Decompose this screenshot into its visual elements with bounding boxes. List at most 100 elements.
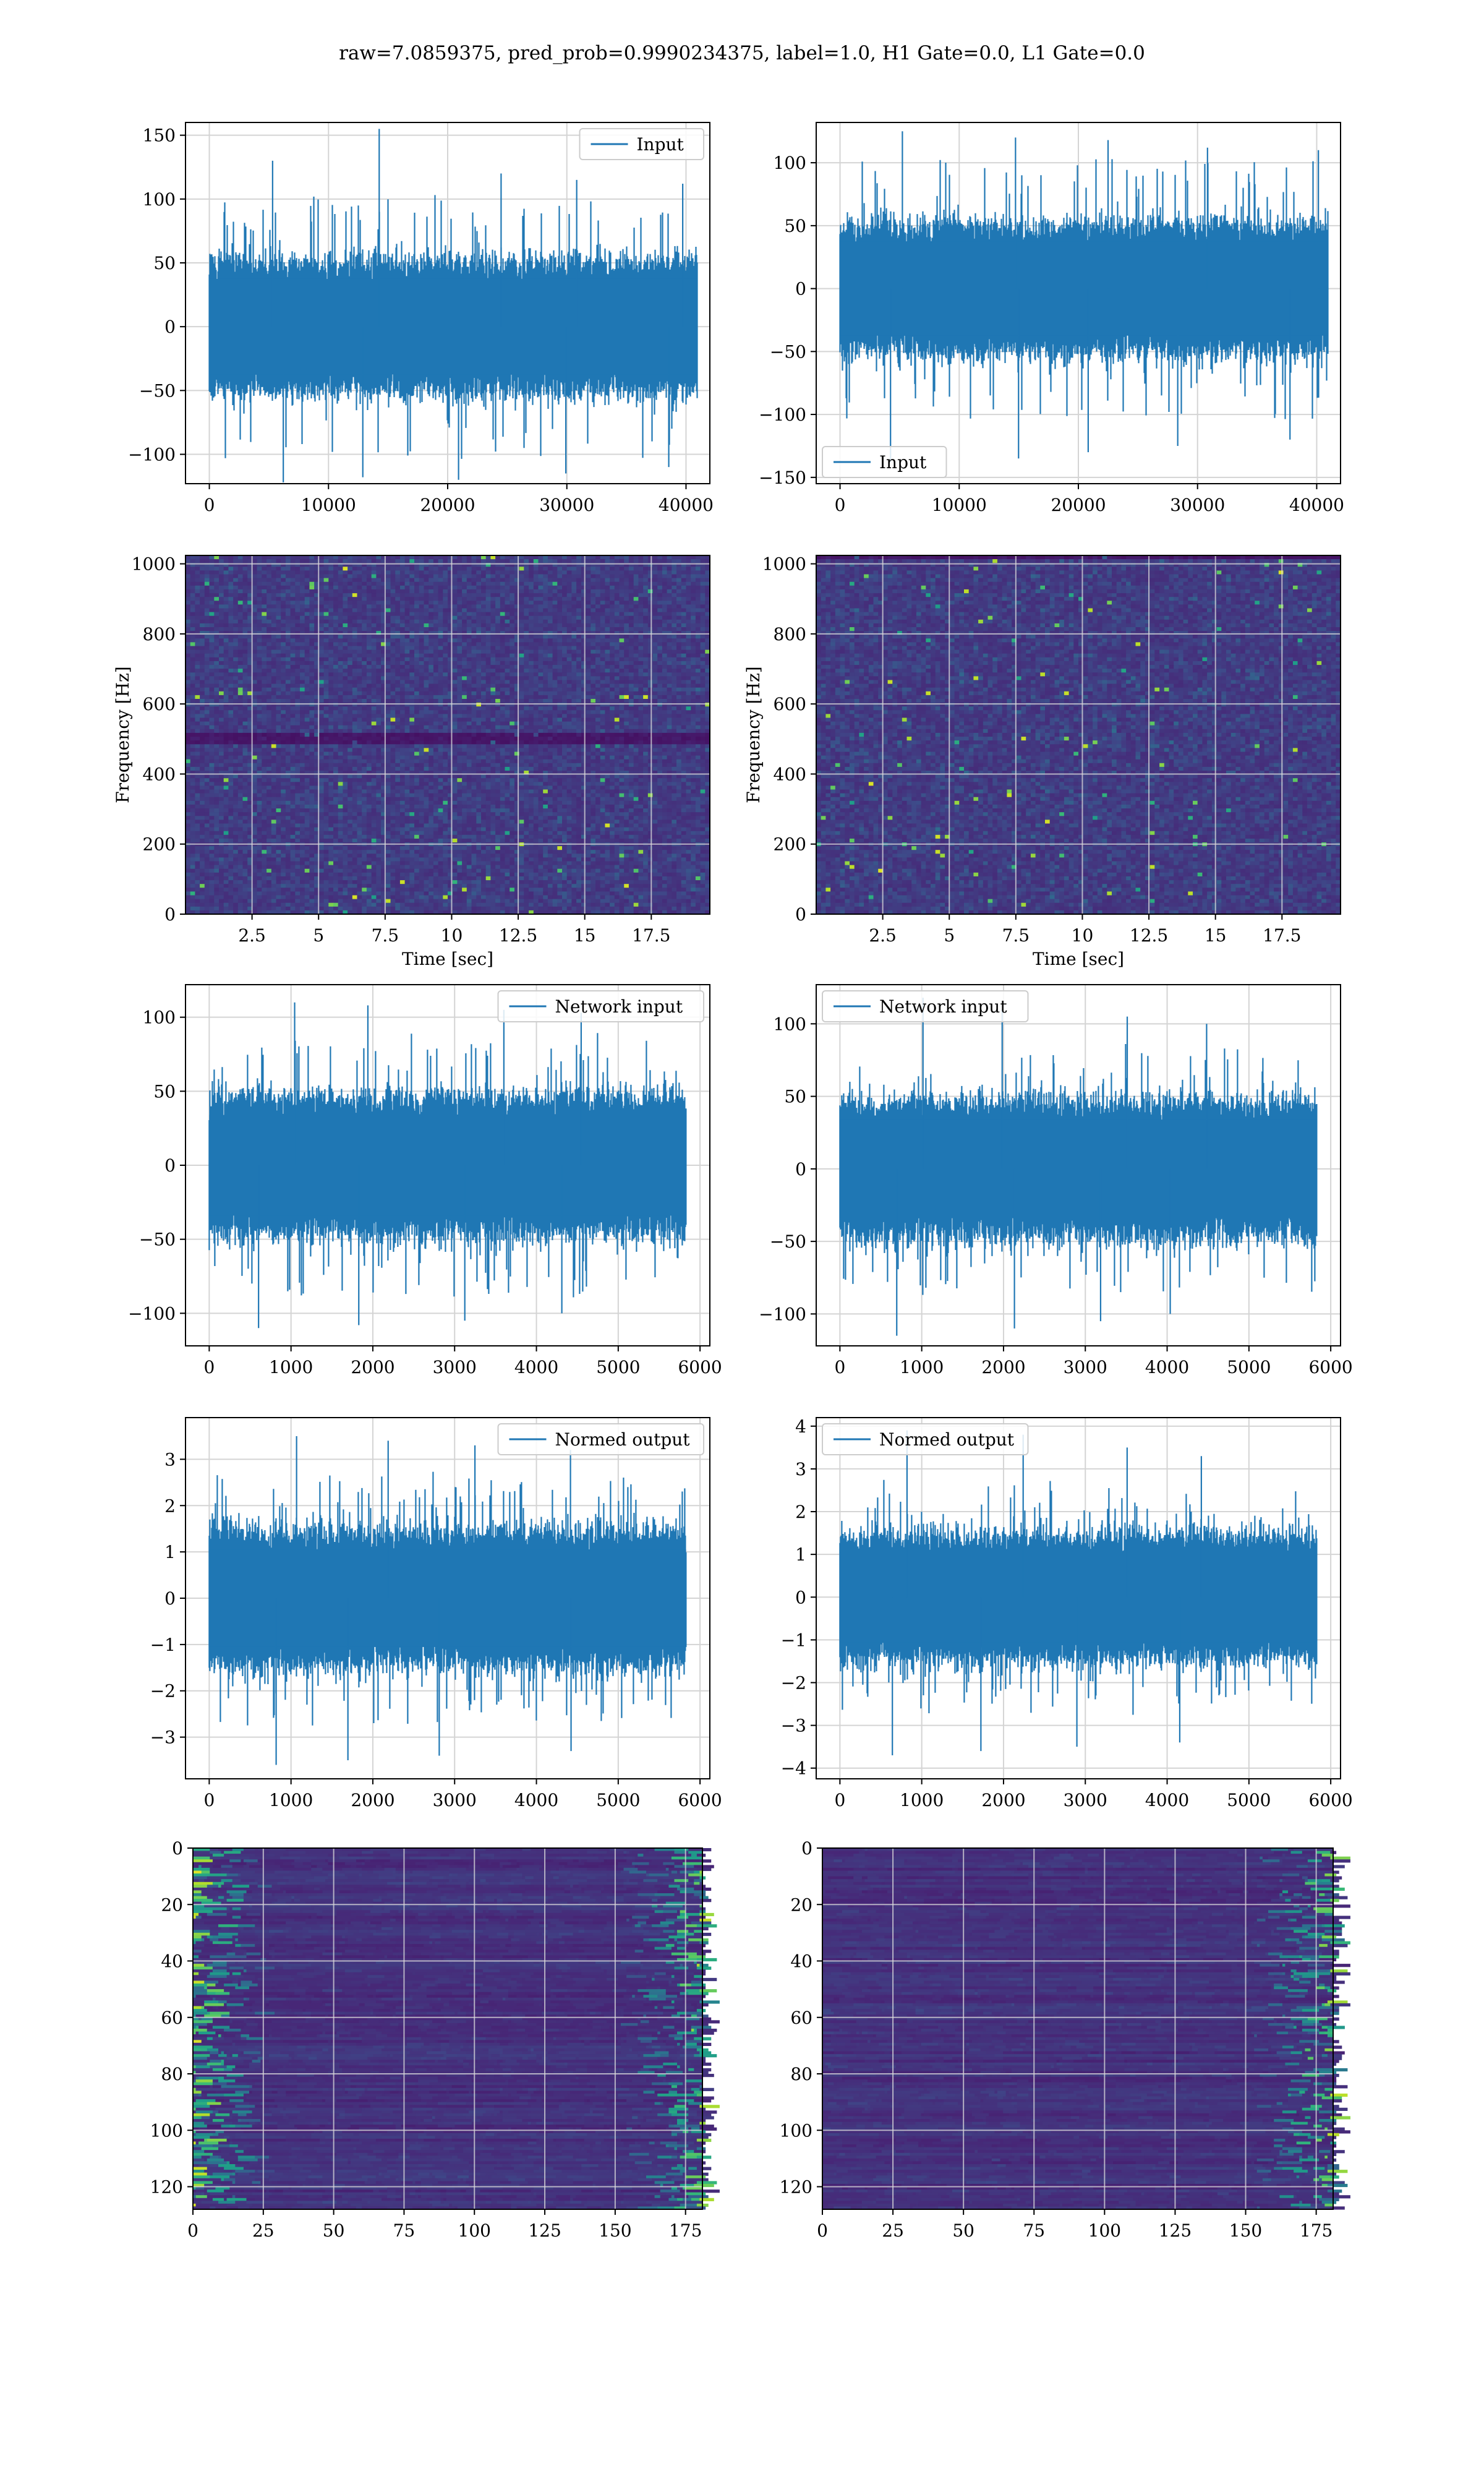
- heatmap-cell: [433, 578, 438, 583]
- series-core-band: [210, 279, 697, 374]
- heatmap-cell: [291, 570, 296, 575]
- heatmap-cell: [557, 575, 562, 579]
- heatmap-cell: [357, 586, 362, 590]
- heatmap-cell: [414, 582, 419, 586]
- heatmap-cell: [362, 578, 367, 583]
- heatmap-cell: [591, 559, 595, 563]
- heatmap-cell: [548, 575, 553, 579]
- heatmap-cell: [548, 555, 553, 560]
- heatmap-cell: [510, 578, 514, 583]
- heatmap-cell: [495, 575, 500, 579]
- heatmap-cell: [472, 567, 477, 571]
- heatmap-cell: [581, 575, 586, 579]
- heatmap-cell: [395, 586, 400, 590]
- heatmap-cell: [462, 578, 467, 583]
- heatmap-cell: [395, 582, 400, 586]
- heatmap-cell: [267, 570, 271, 575]
- heatmap-cell: [305, 575, 310, 579]
- heatmap-cell: [186, 559, 190, 563]
- heatmap-cell: [367, 559, 372, 563]
- heatmap-cell: [414, 555, 419, 560]
- heatmap-cell: [457, 559, 462, 563]
- heatmap-cell: [295, 575, 300, 579]
- heatmap-cell: [324, 567, 329, 571]
- heatmap-cell: [357, 567, 362, 571]
- heatmap-cell: [643, 559, 648, 563]
- heatmap-cell: [567, 575, 572, 579]
- heatmap-cell: [343, 570, 348, 575]
- heatmap-cell: [224, 575, 229, 579]
- heatmap-cell: [376, 555, 381, 560]
- heatmap-cell: [615, 582, 620, 586]
- heatmap-cell: [672, 586, 676, 590]
- heatmap-cell: [438, 582, 443, 586]
- heatmap-cell: [519, 582, 524, 586]
- heatmap-cell: [610, 555, 615, 560]
- heatmap-cell: [391, 570, 396, 575]
- heatmap-cell: [548, 582, 553, 586]
- heatmap-cell: [319, 570, 324, 575]
- heatmap-cell: [476, 559, 481, 563]
- heatmap-cell: [391, 555, 396, 560]
- heatmap-cell: [696, 586, 701, 590]
- heatmap-cell: [271, 586, 276, 590]
- heatmap-cell: [510, 570, 514, 575]
- heatmap-cell: [409, 567, 414, 571]
- y-tick-label: −150: [759, 468, 806, 488]
- heatmap-cell: [567, 582, 572, 586]
- heatmap-cell: [190, 567, 195, 571]
- heatmap-cell: [276, 555, 281, 560]
- heatmap-cell: [620, 578, 625, 583]
- heatmap-cell: [676, 559, 681, 563]
- heatmap-cell: [309, 555, 314, 560]
- heatmap-cell: [438, 559, 443, 563]
- heatmap-cell: [419, 555, 424, 560]
- heatmap-cell: [610, 567, 615, 571]
- heatmap-cell: [490, 555, 495, 560]
- heatmap-cell: [600, 559, 605, 563]
- heatmap-cell: [648, 559, 653, 563]
- heatmap-cell: [210, 575, 215, 579]
- heatmap-cell: [433, 582, 438, 586]
- heatmap-cell: [624, 582, 629, 586]
- heatmap-cell: [643, 586, 648, 590]
- heatmap-cell: [586, 578, 591, 583]
- heatmap-cell: [548, 559, 553, 563]
- heatmap-cell: [662, 555, 667, 560]
- heatmap-cell: [524, 570, 529, 575]
- heatmap-cell: [701, 586, 706, 590]
- heatmap-cell: [610, 559, 615, 563]
- heatmap-cell: [376, 582, 381, 586]
- heatmap-cell: [291, 559, 296, 563]
- heatmap-cell: [190, 555, 195, 560]
- heatmap-cell: [505, 575, 510, 579]
- heatmap-cell: [429, 555, 433, 560]
- heatmap-cell: [667, 582, 672, 586]
- heatmap-cell: [576, 555, 581, 560]
- heatmap-cell: [696, 570, 701, 575]
- heatmap-cell: [357, 582, 362, 586]
- heatmap-cell: [681, 555, 686, 560]
- heatmap-cell: [576, 586, 581, 590]
- heatmap-cell: [195, 555, 200, 560]
- heatmap-cell: [443, 570, 448, 575]
- heatmap-cell: [291, 586, 296, 590]
- heatmap-cell: [281, 570, 286, 575]
- heatmap-cell: [481, 570, 486, 575]
- heatmap-cell: [324, 559, 329, 563]
- y-tick-label: 50: [153, 253, 176, 273]
- heatmap-cell: [295, 586, 300, 590]
- x-tick-label: 40000: [659, 495, 714, 515]
- heatmap-cell: [529, 578, 534, 583]
- y-tick-label: −50: [139, 380, 176, 401]
- heatmap-cell: [352, 582, 357, 586]
- heatmap-cell: [433, 575, 438, 579]
- heatmap-cell: [309, 586, 314, 590]
- heatmap-cell: [338, 575, 343, 579]
- heatmap-cell: [681, 559, 686, 563]
- heatmap-cell: [228, 559, 233, 563]
- heatmap-cell: [286, 555, 291, 560]
- x-tick-label: 0: [835, 495, 846, 515]
- heatmap-cell: [243, 570, 248, 575]
- heatmap-cell: [214, 586, 219, 590]
